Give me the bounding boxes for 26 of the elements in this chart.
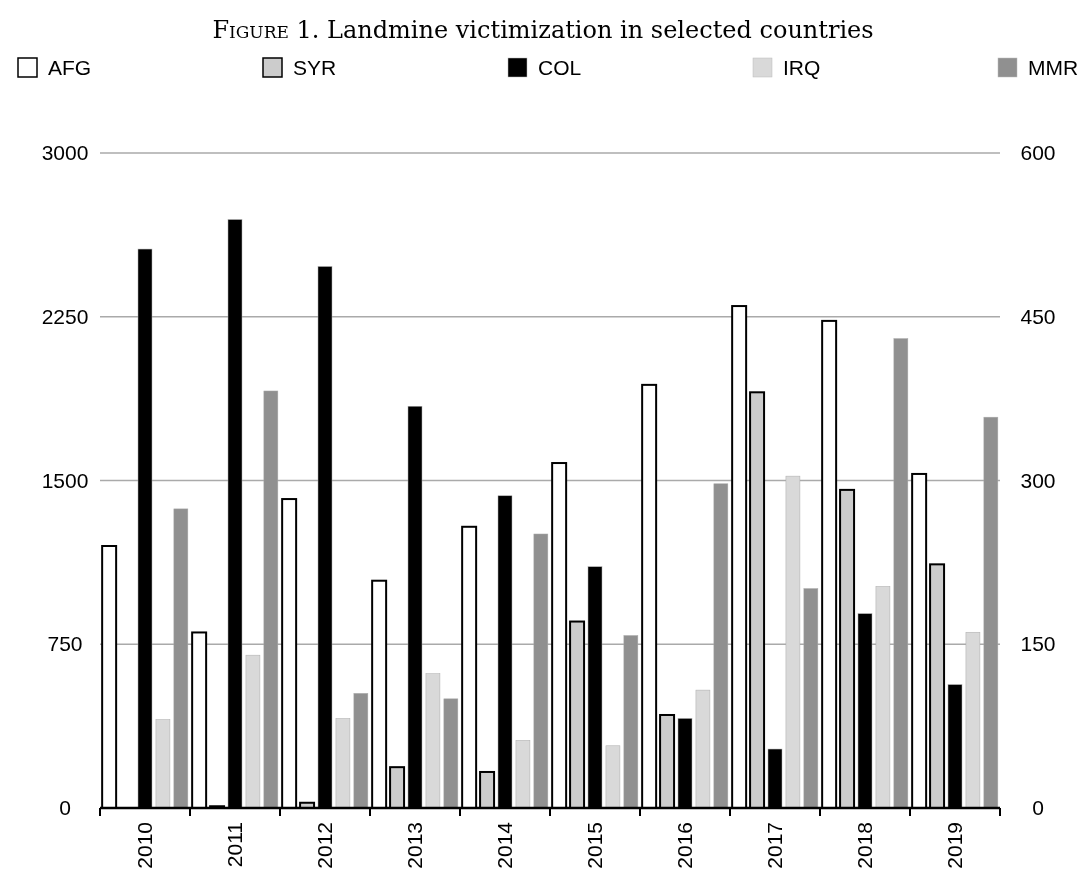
legend-label: AFG (48, 56, 92, 79)
y-tick-label: 750 (47, 632, 83, 656)
x-tick-label: 2019 (943, 822, 966, 869)
y2-tick-label: 0 (1032, 796, 1044, 819)
legend-label: SYR (293, 56, 337, 79)
x-tick-label: 2011 (223, 822, 246, 868)
x-tick-label: 2018 (853, 822, 876, 869)
x-tick-label: 2014 (493, 821, 516, 869)
x-tick-label: 2010 (133, 822, 156, 869)
y2-tick-label: 600 (1020, 141, 1056, 164)
legend-label: COL (538, 56, 582, 79)
x-tick-label: 2013 (403, 822, 426, 869)
y2-tick-label: 150 (1020, 632, 1056, 656)
x-tick-label: 2016 (673, 822, 696, 869)
y-tick-label: 0 (59, 796, 71, 819)
x-tick-label: 2017 (763, 822, 786, 869)
chart-title: Figure 1. Landmine victimization in selected countries (212, 16, 874, 44)
legend-label: MMR (1028, 56, 1079, 79)
x-tick-label: 2012 (313, 822, 336, 869)
legend-label: IRQ (783, 56, 821, 79)
y-tick-label: 3000 (41, 141, 89, 164)
x-tick-label: 2015 (583, 822, 606, 869)
y-tick-label: 1500 (41, 468, 89, 492)
y2-tick-label: 300 (1020, 468, 1056, 492)
y2-tick-label: 450 (1020, 304, 1056, 328)
y-tick-label: 2250 (41, 304, 89, 328)
